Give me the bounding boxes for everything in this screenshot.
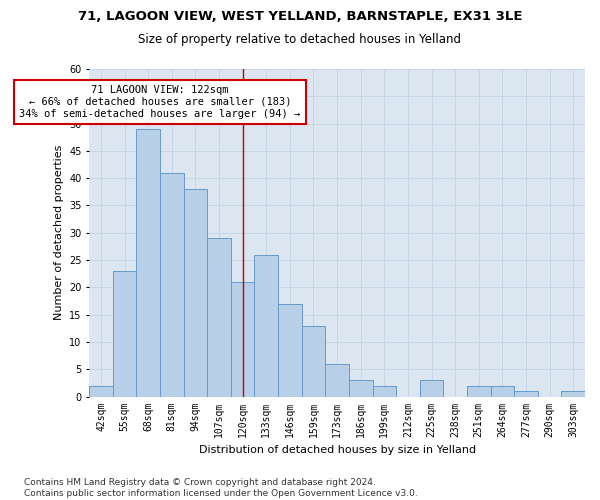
- Bar: [302, 326, 325, 396]
- Bar: [325, 364, 349, 396]
- Bar: [467, 386, 491, 396]
- X-axis label: Distribution of detached houses by size in Yelland: Distribution of detached houses by size …: [199, 445, 476, 455]
- Bar: [89, 386, 113, 396]
- Bar: [254, 254, 278, 396]
- Text: 71 LAGOON VIEW: 122sqm
← 66% of detached houses are smaller (183)
34% of semi-de: 71 LAGOON VIEW: 122sqm ← 66% of detached…: [19, 86, 301, 118]
- Text: Contains HM Land Registry data © Crown copyright and database right 2024.
Contai: Contains HM Land Registry data © Crown c…: [24, 478, 418, 498]
- Bar: [514, 391, 538, 396]
- Text: Size of property relative to detached houses in Yelland: Size of property relative to detached ho…: [139, 32, 461, 46]
- Bar: [420, 380, 443, 396]
- Y-axis label: Number of detached properties: Number of detached properties: [53, 145, 64, 320]
- Bar: [184, 189, 207, 396]
- Bar: [278, 304, 302, 396]
- Bar: [349, 380, 373, 396]
- Bar: [160, 172, 184, 396]
- Bar: [113, 271, 136, 396]
- Bar: [231, 282, 254, 397]
- Bar: [491, 386, 514, 396]
- Bar: [207, 238, 231, 396]
- Bar: [136, 129, 160, 396]
- Bar: [562, 391, 585, 396]
- Text: 71, LAGOON VIEW, WEST YELLAND, BARNSTAPLE, EX31 3LE: 71, LAGOON VIEW, WEST YELLAND, BARNSTAPL…: [78, 10, 522, 23]
- Bar: [373, 386, 396, 396]
